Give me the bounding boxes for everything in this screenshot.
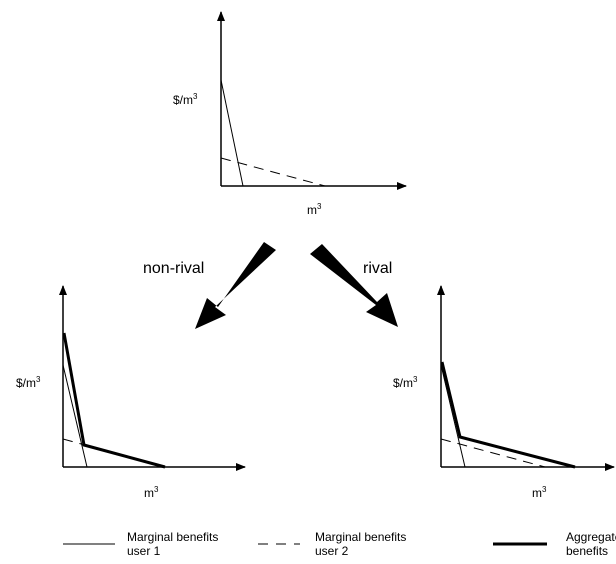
top-panel: $/m3 m3 bbox=[173, 11, 407, 217]
top-x-label: m3 bbox=[307, 202, 322, 217]
left-x-label: m3 bbox=[144, 485, 159, 500]
right-x-label: m3 bbox=[532, 485, 547, 500]
left-user1-curve bbox=[62, 364, 88, 468]
right-panel: $/m3 m3 bbox=[393, 285, 615, 500]
legend-aggregate-label: Aggregate benefits bbox=[566, 530, 616, 558]
left-aggregate-curve bbox=[62, 332, 166, 469]
top-y-label: $/m3 bbox=[173, 92, 198, 107]
left-panel: $/m3 m3 bbox=[16, 285, 246, 500]
right-y-label: $/m3 bbox=[393, 375, 418, 390]
top-user2-curve bbox=[220, 157, 326, 187]
non-rival-arrow bbox=[195, 242, 276, 329]
right-user1-curve bbox=[440, 364, 466, 468]
left-y-label: $/m3 bbox=[16, 375, 41, 390]
legend-user2-label: Marginal benefits user 2 bbox=[315, 530, 410, 558]
legend: Marginal benefits user 1 Marginal benefi… bbox=[63, 530, 616, 558]
rival-arrow bbox=[310, 244, 398, 327]
right-aggregate-curve bbox=[440, 361, 576, 469]
right-user2-curve bbox=[440, 438, 546, 468]
top-user1-curve bbox=[220, 79, 244, 187]
non-rival-label: non-rival bbox=[143, 260, 204, 277]
legend-user1-label: Marginal benefits user 1 bbox=[127, 530, 222, 558]
rival-label: rival bbox=[363, 260, 392, 277]
